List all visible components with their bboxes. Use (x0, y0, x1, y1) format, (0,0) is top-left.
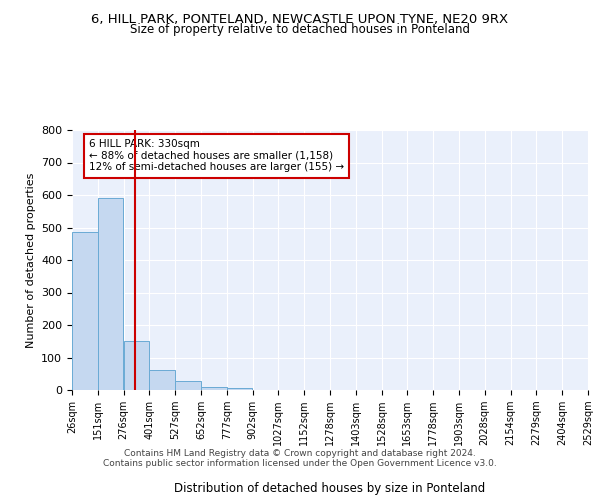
Bar (175, 381, 201, 390)
Bar (98, 198, 124, 390)
Bar (72, 232, 98, 390)
Text: 6, HILL PARK, PONTELAND, NEWCASTLE UPON TYNE, NE20 9RX: 6, HILL PARK, PONTELAND, NEWCASTLE UPON … (91, 12, 509, 26)
Y-axis label: Number of detached properties: Number of detached properties (26, 172, 35, 348)
Text: 6 HILL PARK: 330sqm
← 88% of detached houses are smaller (1,158)
12% of semi-det: 6 HILL PARK: 330sqm ← 88% of detached ho… (89, 139, 344, 172)
Bar (201, 387, 227, 390)
Text: Size of property relative to detached houses in Ponteland: Size of property relative to detached ho… (130, 22, 470, 36)
Bar (227, 388, 253, 390)
Bar (149, 370, 175, 390)
Text: Contains HM Land Registry data © Crown copyright and database right 2024.: Contains HM Land Registry data © Crown c… (124, 448, 476, 458)
Text: Distribution of detached houses by size in Ponteland: Distribution of detached houses by size … (175, 482, 485, 495)
Text: Contains public sector information licensed under the Open Government Licence v3: Contains public sector information licen… (103, 458, 497, 468)
Bar (124, 341, 149, 390)
